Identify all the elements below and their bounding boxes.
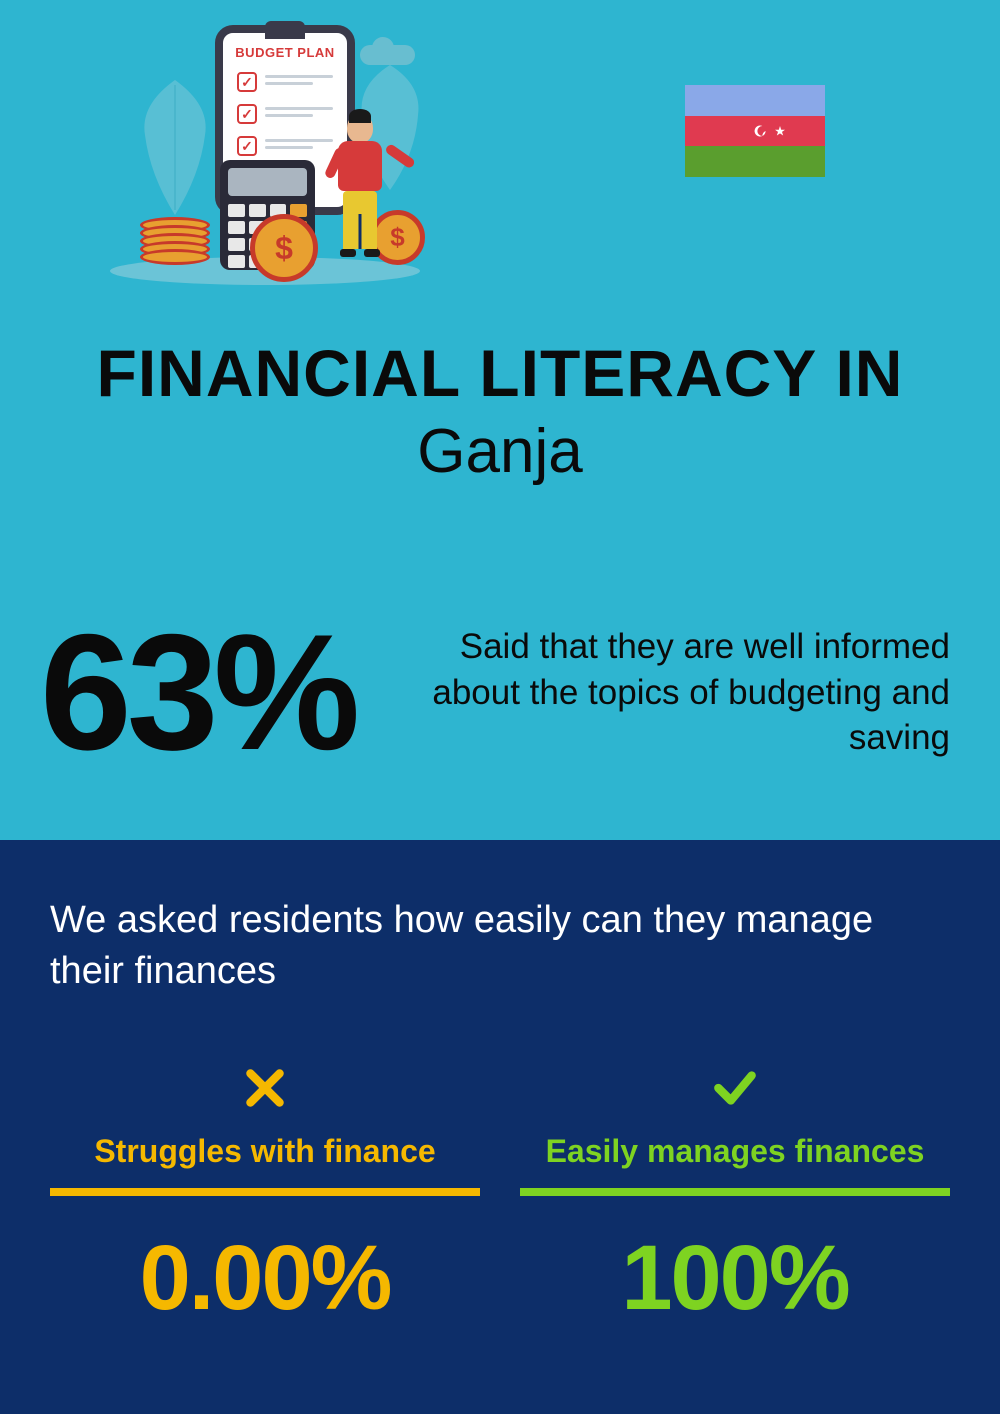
survey-question: We asked residents how easily can they m… bbox=[50, 895, 950, 998]
headline-stat: 63% Said that they are well informed abo… bbox=[40, 610, 950, 775]
metric-manages: Easily manages finances 100% bbox=[520, 1058, 950, 1331]
metric-struggles-label: Struggles with finance bbox=[50, 1133, 480, 1188]
page-title: FINANCIAL LITERACY IN bbox=[0, 335, 1000, 411]
person-icon bbox=[330, 113, 390, 268]
title-block: FINANCIAL LITERACY IN Ganja bbox=[0, 335, 1000, 487]
divider bbox=[50, 1188, 480, 1196]
leaf-decoration-left bbox=[130, 75, 220, 215]
cloud-icon bbox=[360, 45, 415, 65]
bottom-section: We asked residents how easily can they m… bbox=[0, 840, 1000, 1414]
crescent-star-icon bbox=[750, 120, 786, 142]
coin-icon: $ bbox=[250, 214, 318, 282]
azerbaijan-flag bbox=[685, 85, 825, 177]
check-icon bbox=[520, 1058, 950, 1118]
top-section: BUDGET PLAN ✓ ✓ ✓ $ $ bbox=[0, 0, 1000, 840]
metrics-row: Struggles with finance 0.00% Easily mana… bbox=[50, 1058, 950, 1331]
metric-struggles-value: 0.00% bbox=[50, 1226, 480, 1331]
headline-percent: 63% bbox=[40, 610, 355, 775]
metric-manages-label: Easily manages finances bbox=[520, 1133, 950, 1188]
divider bbox=[520, 1188, 950, 1196]
headline-description: Said that they are well informed about t… bbox=[375, 624, 950, 761]
metric-manages-value: 100% bbox=[520, 1226, 950, 1331]
metric-struggles: Struggles with finance 0.00% bbox=[50, 1058, 480, 1331]
coin-stack-icon bbox=[140, 225, 210, 265]
clipboard-title: BUDGET PLAN bbox=[223, 45, 347, 60]
cross-icon bbox=[50, 1058, 480, 1118]
budget-illustration: BUDGET PLAN ✓ ✓ ✓ $ $ bbox=[100, 20, 430, 300]
page-subtitle: Ganja bbox=[0, 416, 1000, 487]
